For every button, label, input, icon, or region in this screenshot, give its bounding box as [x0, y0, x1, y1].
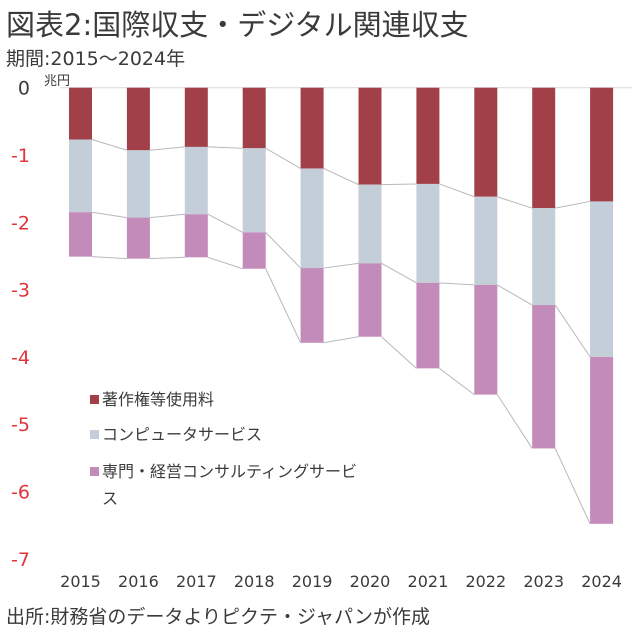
connector-line	[207, 213, 243, 233]
bar-segment-2022-s1	[474, 87, 498, 197]
connector-line	[207, 146, 243, 149]
connector-line	[497, 284, 533, 306]
connector-line	[497, 196, 533, 209]
connector-line	[149, 213, 185, 219]
bar-segment-2020-s2	[358, 184, 382, 264]
x-tick-label: 2016	[118, 572, 159, 591]
bar-segment-2024-s2	[590, 201, 614, 357]
connector-line	[149, 146, 185, 151]
y-tick-label: -3	[11, 280, 30, 302]
y-axis: 0 -1 -2 -3 -4 -5 -6 -7	[11, 78, 632, 571]
x-tick-label: 2017	[176, 572, 217, 591]
chart-title: 図表2:国際収支・デジタル関連収支	[6, 8, 469, 42]
bar-segment-2022-s3	[474, 284, 498, 395]
legend-swatch	[90, 395, 99, 404]
y-tick-label: -1	[11, 145, 30, 167]
y-tick-label: -4	[11, 347, 30, 369]
bar-segment-2017-s3	[184, 214, 208, 258]
bar-segment-2019-s1	[300, 87, 324, 169]
bar-segment-2024-s1	[590, 87, 614, 202]
connector-line	[439, 367, 475, 395]
y-tick-label: -2	[11, 212, 30, 234]
bar-segment-2017-s1	[184, 87, 208, 147]
y-tick-label: -5	[11, 414, 30, 436]
bar-segment-2015-s2	[69, 139, 92, 213]
connector-line	[265, 147, 301, 169]
bar-segment-2017-s2	[184, 146, 208, 215]
x-tick-label: 2018	[234, 572, 275, 591]
x-tick-label: 2019	[292, 572, 333, 591]
x-tick-label: 2023	[523, 572, 564, 591]
legend-label: 著作権等使用料	[102, 390, 214, 409]
connector-line	[91, 139, 128, 151]
bar-segment-2016-s1	[126, 87, 150, 151]
legend-label: コンピュータサービス	[102, 425, 262, 444]
connector-line	[381, 183, 417, 186]
legend-label: ス	[102, 489, 118, 508]
x-tick-label: 2022	[465, 572, 506, 591]
bar-segment-2016-s3	[126, 217, 150, 259]
connector-line	[323, 336, 359, 344]
y-tick-label: -7	[11, 549, 30, 571]
y-axis-unit: 兆円	[44, 74, 71, 89]
bar-segment-2021-s1	[416, 87, 440, 184]
connector-line	[323, 168, 359, 186]
bars	[69, 87, 614, 524]
connector-lines	[91, 139, 591, 525]
y-tick-label: -6	[11, 482, 30, 504]
bar-segment-2023-s2	[532, 208, 556, 306]
x-tick-label: 2020	[350, 572, 391, 591]
bar-segment-2024-s3	[590, 356, 614, 524]
connector-line	[265, 232, 301, 269]
legend-swatch	[90, 430, 99, 439]
connector-line	[554, 448, 591, 525]
bar-segment-2023-s1	[532, 87, 556, 209]
legend-swatch	[90, 467, 99, 476]
bar-segment-2021-s3	[416, 282, 440, 369]
connector-line	[381, 336, 417, 369]
legend-label: 専門・経営コンサルティングサービ	[102, 462, 357, 481]
x-axis: 2015 2016 2017 2018 2019 2020 2021 2022 2023 2024	[60, 572, 622, 591]
x-tick-label: 2015	[60, 572, 101, 591]
bar-segment-2015-s1	[69, 87, 92, 140]
bar-segment-2019-s3	[300, 268, 324, 343]
connector-line	[439, 282, 475, 286]
connector-line	[207, 256, 243, 270]
bar-segment-2018-s2	[242, 148, 266, 233]
bar-segment-2020-s3	[358, 263, 382, 337]
connector-line	[265, 268, 302, 343]
bar-segment-2015-s3	[69, 212, 92, 257]
connector-line	[496, 394, 533, 449]
connector-line	[555, 200, 591, 209]
connector-line	[323, 262, 359, 269]
bar-segment-2019-s2	[300, 168, 324, 269]
source-note: 出所:財務省のデータよりピクテ・ジャパンが作成	[6, 606, 431, 628]
connector-line	[554, 304, 591, 358]
x-tick-label: 2021	[408, 572, 449, 591]
chart-subtitle: 期間:2015〜2024年	[6, 48, 186, 70]
bar-segment-2018-s3	[242, 232, 266, 269]
bar-segment-2016-s2	[126, 150, 150, 218]
connector-line	[149, 256, 185, 260]
connector-line	[91, 211, 127, 219]
bar-segment-2018-s1	[242, 87, 266, 149]
bar-segment-2023-s3	[532, 305, 556, 449]
connector-line	[381, 262, 417, 284]
bar-segment-2020-s1	[358, 87, 382, 185]
x-tick-label: 2024	[581, 572, 622, 591]
bar-segment-2022-s2	[474, 196, 498, 285]
bar-segment-2021-s2	[416, 183, 440, 283]
y-tick-label: 0	[18, 78, 30, 100]
connector-line	[91, 256, 127, 260]
connector-line	[439, 183, 475, 198]
